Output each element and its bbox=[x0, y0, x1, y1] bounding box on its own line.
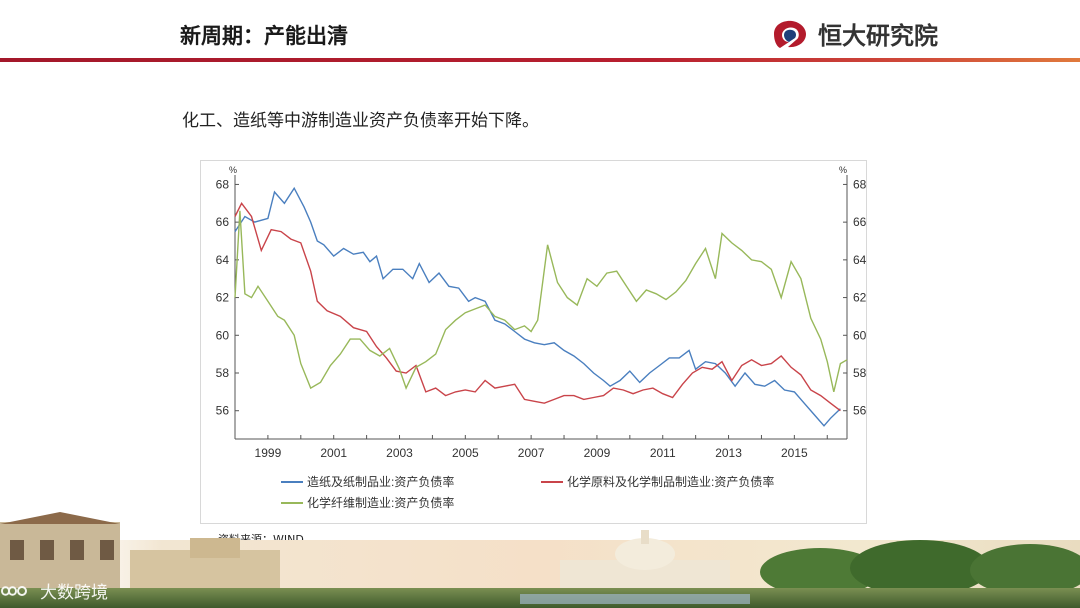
right-axis-unit: % bbox=[839, 165, 847, 175]
y-tick-label-right: 62 bbox=[853, 291, 866, 305]
logo-text: 恒大研究院 bbox=[818, 22, 938, 50]
logo: 恒大研究院 bbox=[770, 16, 938, 51]
y-tick-label-left: 68 bbox=[216, 177, 230, 191]
y-tick-label-right: 66 bbox=[853, 215, 866, 229]
legend-label-2: 化学原料及化学制品制造业:资产负债率 bbox=[567, 474, 774, 489]
y-tick-label-left: 64 bbox=[216, 253, 230, 267]
y-tick-label-right: 56 bbox=[853, 404, 866, 418]
series-line-2 bbox=[234, 201, 841, 412]
evergrande-logo-icon bbox=[774, 20, 806, 48]
y-tick-label-left: 58 bbox=[216, 366, 230, 380]
x-tick-label: 2005 bbox=[452, 446, 479, 460]
x-tick-label: 2013 bbox=[715, 446, 742, 460]
y-tick-label-right: 68 bbox=[853, 177, 866, 191]
infinity-logo-icon bbox=[0, 585, 27, 596]
left-axis-unit: % bbox=[229, 165, 237, 175]
y-tick-label-left: 62 bbox=[216, 291, 230, 305]
x-tick-label: 2015 bbox=[781, 446, 808, 460]
x-tick-label: 1999 bbox=[255, 446, 282, 460]
y-tick-label-right: 60 bbox=[853, 328, 866, 342]
y-tick-label-left: 56 bbox=[216, 404, 230, 418]
footer-banner bbox=[0, 510, 1080, 608]
page-title: 新周期：产能出清 bbox=[180, 24, 348, 48]
x-tick-label: 2009 bbox=[584, 446, 611, 460]
header-divider bbox=[0, 58, 1080, 62]
footer-scenery bbox=[0, 512, 1080, 608]
intro-text: 化工、造纸等中游制造业资产负债率开始下降。 bbox=[182, 111, 539, 131]
chart-panel: %% 56 56 58 58 60 60 62 62 64 64 66 66 68 68 1999 2001 20… bbox=[200, 160, 867, 524]
y-tick-label-right: 64 bbox=[853, 253, 866, 267]
series-line-3 bbox=[234, 210, 848, 393]
series-line-1 bbox=[234, 186, 841, 427]
y-tick-label-left: 60 bbox=[216, 328, 230, 342]
x-tick-label: 2007 bbox=[518, 446, 545, 460]
legend-label-1: 造纸及纸制品业:资产负债率 bbox=[307, 474, 454, 489]
x-tick-label: 2001 bbox=[320, 446, 347, 460]
legend-label-3: 化学纤维制造业:资产负债率 bbox=[307, 495, 454, 510]
x-tick-label: 2011 bbox=[650, 446, 676, 460]
watermark-text: 大数跨境 bbox=[40, 583, 108, 603]
y-tick-label-right: 58 bbox=[853, 366, 866, 380]
y-tick-label-left: 66 bbox=[216, 215, 230, 229]
line-chart: % % 56 56 58 58 60 60 62 62 64 64 66 66 68 68 1999 2001 20… bbox=[216, 165, 866, 510]
watermark: 大数跨境 bbox=[0, 578, 108, 603]
x-tick-label: 2003 bbox=[386, 446, 413, 460]
